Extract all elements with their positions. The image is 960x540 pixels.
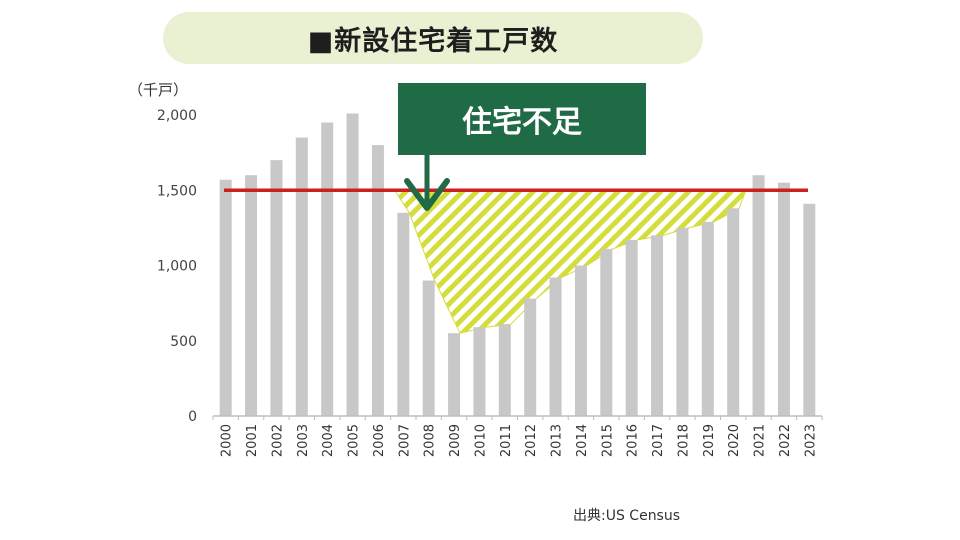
bar-2000 [219, 179, 232, 416]
callout-label: 住宅不足 [462, 105, 582, 140]
bar-2020 [727, 208, 740, 416]
x-tick-label: 2019 [702, 424, 717, 457]
bar-2021 [752, 175, 765, 416]
shortfall-area [393, 189, 747, 334]
bar-2017 [651, 235, 664, 416]
x-tick-label: 2011 [499, 424, 514, 457]
y-tick-label: 0 [188, 409, 197, 425]
x-tick-label: 2007 [397, 424, 412, 457]
x-tick-label: 2006 [372, 424, 387, 457]
x-tick-label: 2023 [803, 424, 818, 457]
chart-title-banner: ■新設住宅着工戸数 [163, 12, 703, 64]
source-note: 出典:US Census [573, 508, 681, 524]
y-axis-unit-label: （千戸） [128, 81, 188, 99]
bar-2010 [473, 327, 486, 416]
bar-2013 [549, 277, 562, 416]
bar-2015 [600, 248, 613, 416]
bar-2004 [321, 122, 334, 417]
x-tick-label: 2012 [524, 424, 539, 457]
callout-arrow-head [404, 178, 450, 211]
x-tick-label: 2008 [423, 424, 438, 457]
bar-2005 [346, 113, 359, 417]
bar-2003 [295, 137, 308, 416]
bar-2008 [422, 280, 435, 416]
x-tick-label: 2017 [651, 424, 666, 457]
x-tick-label: 2021 [753, 424, 768, 457]
bar-2011 [498, 324, 511, 416]
bar-2012 [524, 298, 537, 416]
x-tick-label: 2005 [347, 424, 362, 457]
bar-2022 [777, 182, 790, 416]
bar-2009 [448, 333, 461, 416]
bar-2002 [270, 160, 283, 416]
x-tick-label: 2022 [778, 424, 793, 457]
x-tick-label: 2002 [270, 424, 285, 457]
x-tick-label: 2010 [473, 424, 488, 457]
bar-2014 [574, 265, 587, 416]
bar-2007 [397, 212, 410, 416]
y-tick-label: 2,000 [157, 108, 197, 124]
bar-2001 [245, 175, 258, 416]
bar-2023 [803, 203, 816, 416]
x-tick-label: 2016 [626, 424, 641, 457]
bar-2018 [676, 227, 689, 416]
x-tick-label: 2004 [321, 424, 336, 457]
bar-2016 [625, 239, 638, 416]
x-tick-label: 2020 [727, 424, 742, 457]
y-tick-label: 1,500 [157, 183, 197, 199]
x-tick-label: 2009 [448, 424, 463, 457]
callout-box [398, 83, 646, 155]
x-tick-label: 2014 [575, 424, 590, 457]
y-tick-label: 1,000 [157, 259, 197, 275]
x-tick-label: 2013 [550, 424, 565, 457]
x-tick-label: 2018 [676, 424, 691, 457]
y-tick-label: 500 [170, 334, 197, 350]
x-tick-label: 2003 [296, 424, 311, 457]
x-tick-label: 2015 [600, 424, 615, 457]
x-tick-label: 2001 [245, 424, 260, 457]
bar-2019 [701, 221, 714, 416]
bar-2006 [371, 145, 384, 416]
x-tick-label: 2000 [220, 424, 235, 457]
chart-title: ■新設住宅着工戸数 [307, 25, 559, 57]
